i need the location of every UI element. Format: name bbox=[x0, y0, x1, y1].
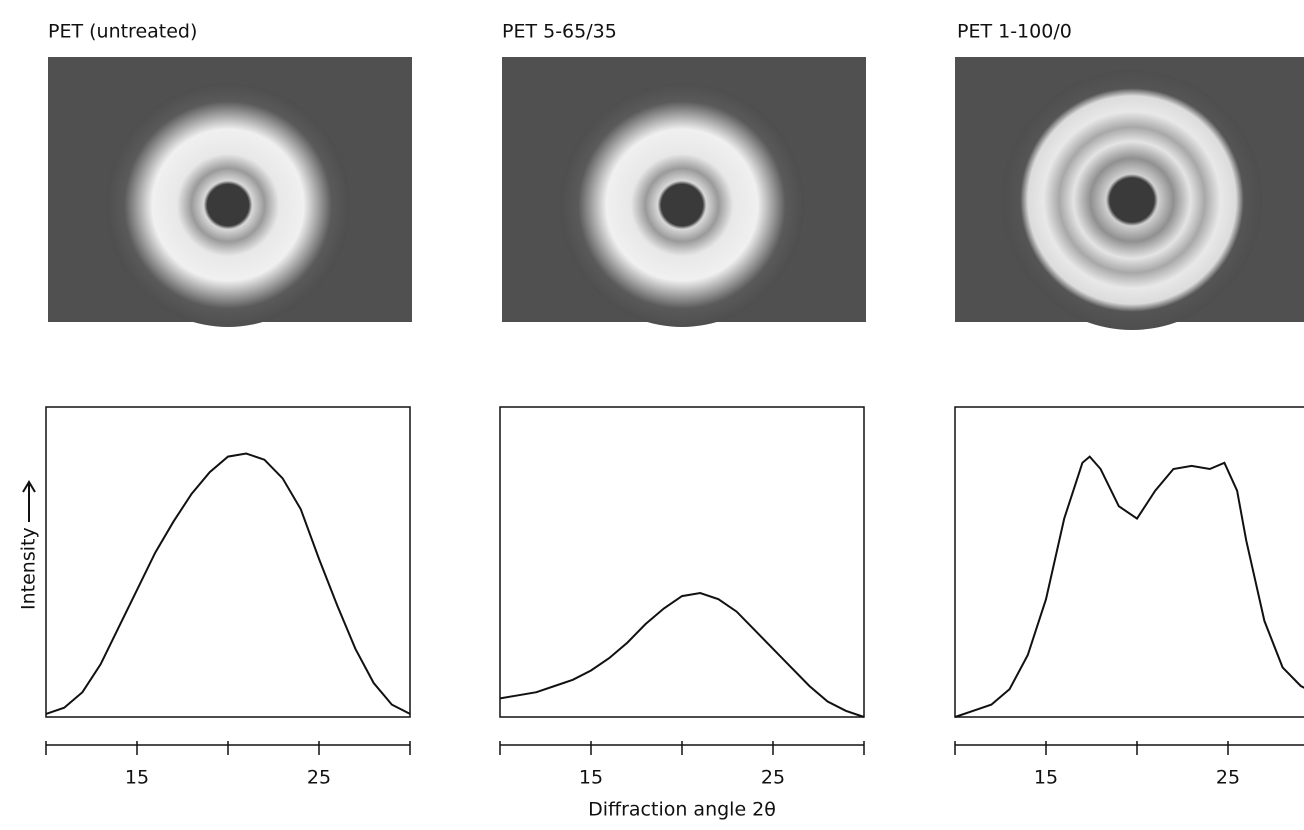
x-axis-label: Diffraction angle 2θ bbox=[588, 799, 776, 821]
diffraction-pattern bbox=[1002, 70, 1262, 330]
y-axis-arrow bbox=[22, 480, 36, 522]
plot-frame bbox=[45, 406, 411, 718]
intensity-curve bbox=[499, 591, 865, 718]
diffraction-pattern bbox=[560, 83, 804, 327]
panel-title: PET 1-100/0 bbox=[957, 21, 1072, 43]
x-tick-label: 15 bbox=[125, 767, 149, 789]
x-tick-label: 15 bbox=[579, 767, 603, 789]
x-tick-label: 15 bbox=[1034, 767, 1058, 789]
intensity-curve bbox=[45, 452, 411, 715]
x-tick-label: 25 bbox=[307, 767, 331, 789]
x-tick-label: 25 bbox=[1216, 767, 1240, 789]
panel-title: PET (untreated) bbox=[48, 21, 197, 43]
intensity-curve bbox=[954, 455, 1304, 718]
panel-title: PET 5-65/35 bbox=[502, 21, 617, 43]
x-tick-label: 25 bbox=[761, 767, 785, 789]
y-axis-label: Intensity bbox=[18, 527, 40, 610]
plot-frame bbox=[954, 406, 1304, 718]
diffraction-pattern bbox=[106, 83, 350, 327]
plot-frame bbox=[499, 406, 865, 718]
